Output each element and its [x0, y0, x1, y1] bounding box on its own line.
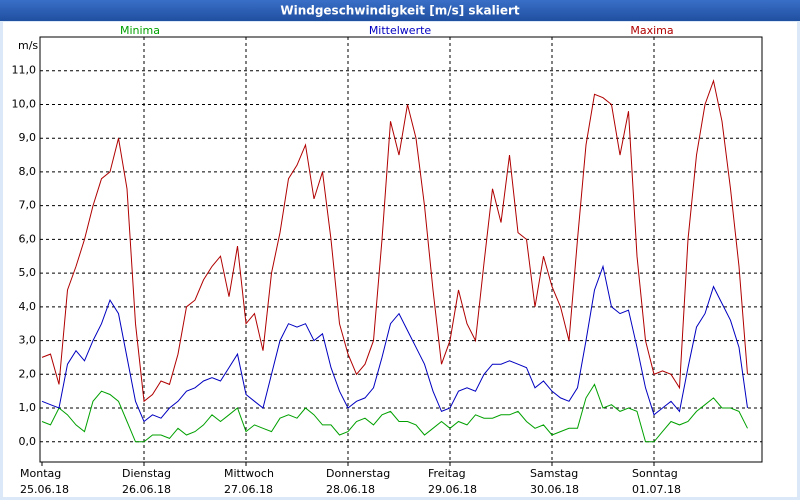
chart-title: Windgeschwindigkeit [m/s] skaliert — [280, 4, 520, 18]
title-bar — [0, 0, 800, 21]
x-tick-date: 01.07.18 — [632, 483, 681, 496]
legend-label: Minima — [120, 24, 160, 37]
x-tick-date: 27.06.18 — [224, 483, 273, 496]
x-tick-date: 30.06.18 — [530, 483, 579, 496]
x-tick-day: Montag — [20, 467, 61, 480]
y-tick-label: 3,0 — [19, 334, 37, 347]
series-line — [41, 78, 748, 403]
series-line — [41, 264, 748, 423]
x-tick-date: 26.06.18 — [122, 483, 171, 496]
chart-body — [3, 22, 797, 497]
y-tick-label: 7,0 — [19, 199, 37, 212]
x-tick-date: 29.06.18 — [428, 483, 477, 496]
legend-label: Maxima — [630, 24, 673, 37]
y-tick-label: 2,0 — [19, 367, 37, 380]
y-tick-label: 8,0 — [19, 165, 37, 178]
x-tick-date: 28.06.18 — [326, 483, 375, 496]
y-tick-label: 4,0 — [19, 300, 37, 313]
x-tick-day: Sonntag — [632, 467, 678, 480]
y-axis-label: m/s — [18, 39, 38, 52]
y-tick-label: 0,0 — [19, 435, 37, 448]
y-tick-label: 9,0 — [19, 131, 37, 144]
x-tick-day: Dienstag — [122, 467, 171, 480]
x-tick-date: 25.06.18 — [20, 483, 69, 496]
y-tick-label: 11,0 — [12, 64, 37, 77]
x-tick-day: Mittwoch — [224, 467, 274, 480]
plot-frame — [39, 36, 763, 463]
legend-label: Mittelwerte — [369, 24, 432, 37]
y-tick-label: 5,0 — [19, 266, 37, 279]
y-tick-label: 1,0 — [19, 401, 37, 414]
series-line — [41, 383, 748, 443]
x-tick-day: Donnerstag — [326, 467, 390, 480]
x-tick-day: Samstag — [530, 467, 578, 480]
y-tick-label: 6,0 — [19, 232, 37, 245]
x-tick-day: Freitag — [428, 467, 466, 480]
y-tick-label: 10,0 — [12, 97, 37, 110]
